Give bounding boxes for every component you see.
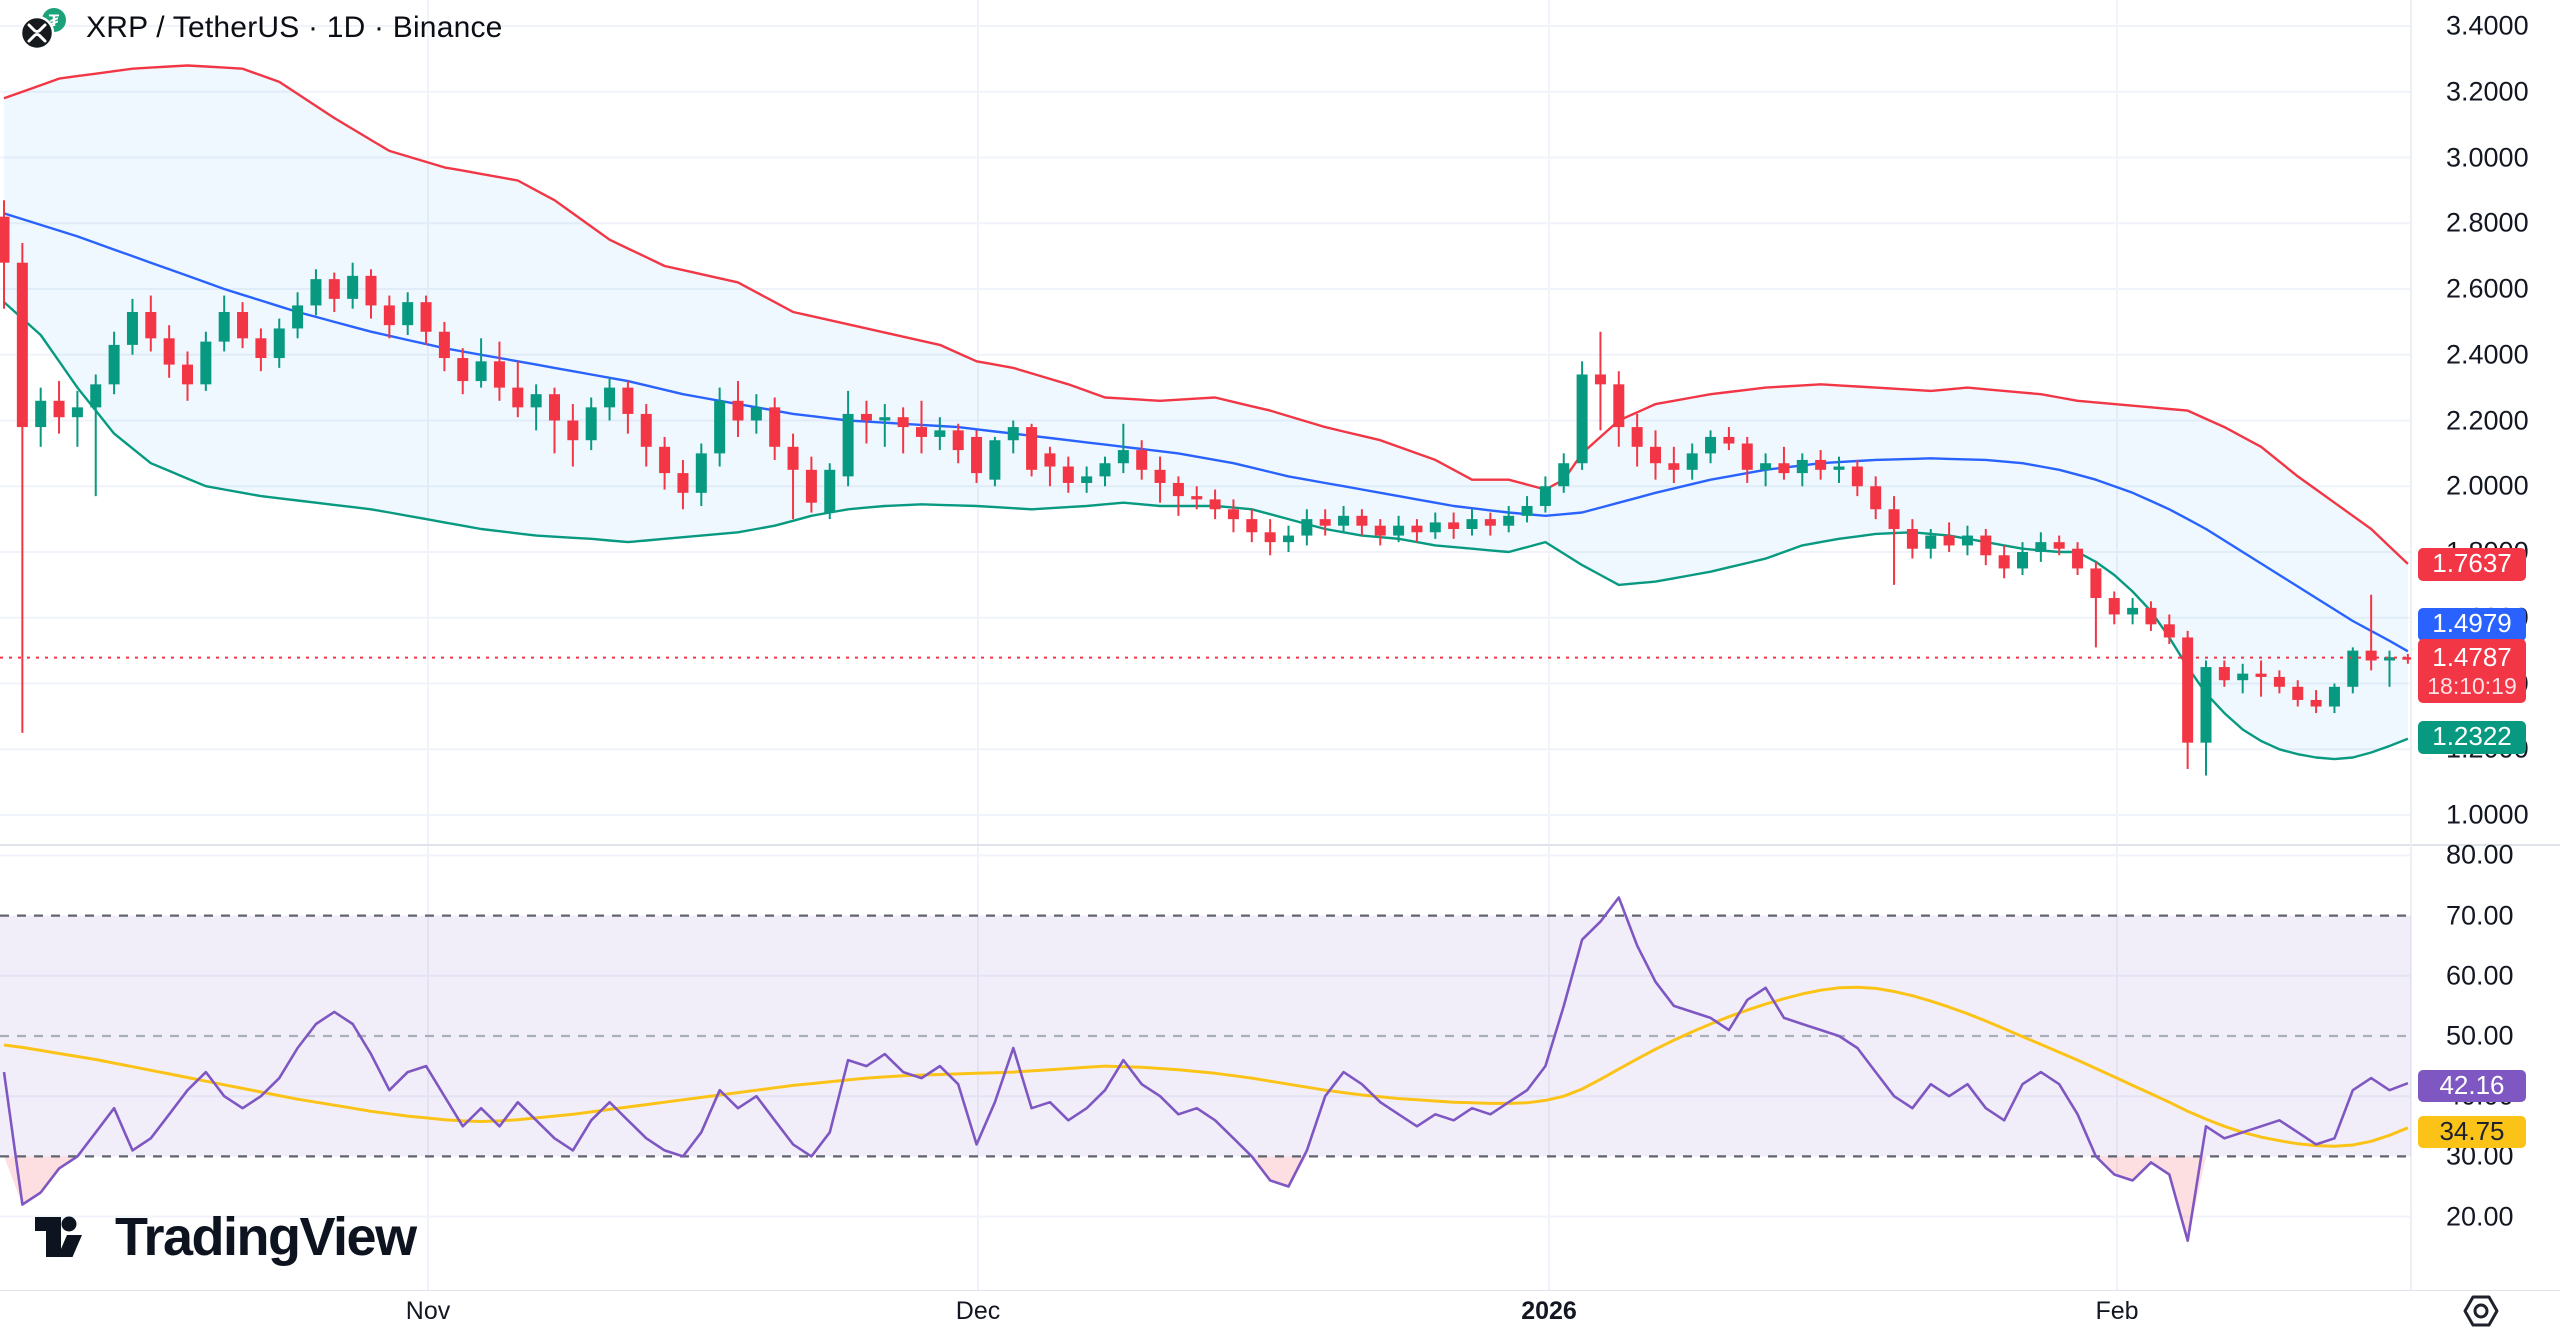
symbol-header: ₮ XRP / TetherUS · 1D · Binance: [10, 4, 503, 52]
rsi-ma-value-label: 34.75: [2418, 1116, 2526, 1148]
price-tick-3.2000: 3.2000: [2446, 76, 2529, 107]
bollinger-upper-line: [3, 64, 2409, 565]
time-axis[interactable]: Nov Dec 2026 Feb: [0, 1290, 2560, 1335]
rsi-value-label: 42.16: [2418, 1070, 2526, 1102]
bollinger-lower-line: [3, 301, 2409, 761]
rsi-ma-line: [3, 985, 2409, 1148]
price-tick-2.0000: 2.0000: [2446, 470, 2529, 501]
rsi-tick-20.00: 20.00: [2446, 1201, 2514, 1232]
last-price-label: 1.4787 18:10:19: [2418, 639, 2526, 703]
countdown-timer: 18:10:19: [2427, 672, 2517, 699]
time-label-2026: 2026: [1521, 1297, 1577, 1325]
price-tick-2.6000: 2.6000: [2446, 273, 2529, 304]
price-tick-2.8000: 2.8000: [2446, 207, 2529, 238]
price-scale-settings-icon[interactable]: [2458, 1288, 2504, 1334]
tradingview-wordmark: TradingView: [115, 1207, 417, 1267]
rsi-pane[interactable]: [0, 896, 2411, 1242]
rsi-tick-60.00: 60.00: [2446, 960, 2514, 991]
grid-lines: [0, 0, 2411, 1290]
price-tick-1.0000: 1.0000: [2446, 799, 2529, 830]
rsi-tick-80.00: 80.00: [2446, 839, 2514, 870]
bollinger-fill: [4, 65, 2408, 760]
time-label-Feb: Feb: [2095, 1297, 2139, 1325]
bb-middle-price-label: 1.4979: [2418, 607, 2526, 641]
time-label-Nov: Nov: [405, 1297, 451, 1325]
symbol-logo: ₮: [19, 8, 66, 51]
price-tick-3.4000: 3.4000: [2446, 10, 2529, 41]
rsi-tick-50.00: 50.00: [2446, 1020, 2514, 1051]
time-label-Dec: Dec: [955, 1297, 1001, 1325]
price-tick-3.0000: 3.0000: [2446, 142, 2529, 172]
bb-upper-price-label: 1.7637: [2418, 547, 2526, 581]
tradingview-logo[interactable]: TradingView: [33, 1206, 417, 1268]
svg-text:₮: ₮: [49, 11, 60, 30]
bollinger-middle-line: [3, 212, 2409, 653]
rsi-tick-70.00: 70.00: [2446, 900, 2514, 931]
bb-lower-price-label: 1.2322: [2418, 720, 2526, 754]
candles: [0, 200, 2411, 776]
price-tick-2.4000: 2.4000: [2446, 339, 2529, 370]
price-tick-2.2000: 2.2000: [2446, 405, 2529, 435]
rsi-line: [2, 896, 2409, 1242]
tradingview-mark-icon: [35, 1216, 82, 1257]
rsi-oversold-fill: [4, 1156, 2408, 1241]
price-pane[interactable]: [0, 64, 2413, 776]
symbol-title[interactable]: XRP / TetherUS · 1D · Binance: [86, 11, 503, 44]
